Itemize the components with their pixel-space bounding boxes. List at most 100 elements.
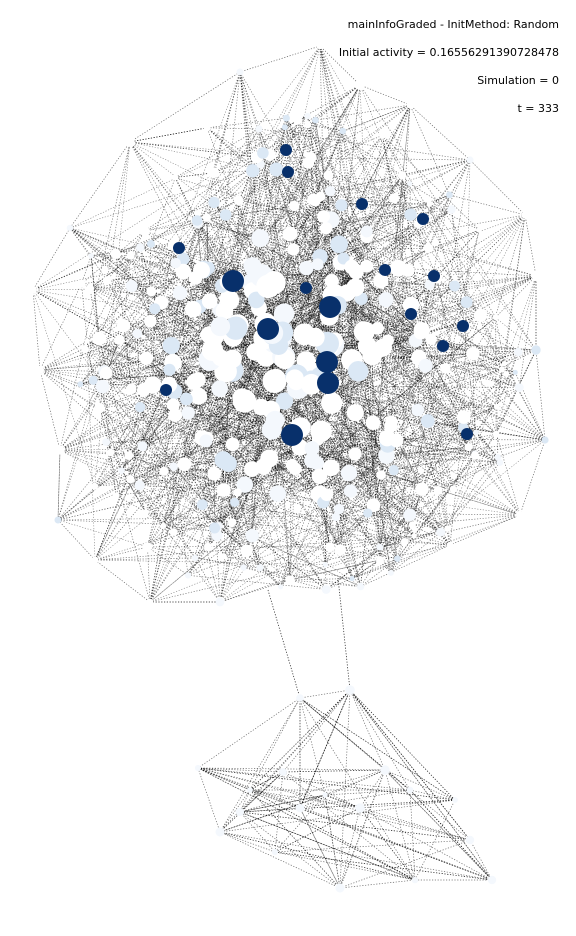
active-node [437, 340, 449, 352]
graph-node [202, 213, 211, 222]
graph-node [355, 803, 365, 813]
graph-node [247, 291, 265, 309]
graph-edge [453, 433, 497, 490]
graph-edge [319, 453, 356, 495]
graph-edge [239, 71, 269, 287]
graph-edge [390, 270, 409, 422]
graph-edge [201, 504, 225, 557]
graph-edge [232, 104, 411, 445]
graph-edge [390, 420, 429, 573]
graph-edge [39, 283, 82, 371]
graph-node [312, 116, 319, 124]
graph-edge [146, 357, 381, 548]
graph-edge [360, 104, 411, 587]
graph-edge [173, 466, 247, 551]
graph-node [102, 438, 111, 447]
graph-node [487, 875, 497, 885]
graph-edge [360, 558, 398, 587]
graph-edge [213, 71, 241, 173]
graph-node [190, 372, 206, 388]
graph-edge [324, 794, 341, 889]
graph-node [440, 363, 451, 374]
graph-edge [239, 811, 416, 881]
graph-edge [110, 358, 233, 453]
graph-edge [315, 104, 411, 121]
graph-edge [421, 277, 438, 331]
graph-edge [175, 406, 497, 416]
graph-edge [219, 154, 270, 603]
graph-edge [183, 258, 416, 341]
graph-edge [310, 157, 395, 471]
graph-edge [144, 222, 198, 232]
graph-edge [289, 474, 382, 581]
graph-edge [69, 227, 272, 410]
graph-edge [349, 689, 471, 841]
graph-edge [179, 292, 234, 338]
graph-edge [140, 247, 230, 301]
graph-edge [59, 372, 107, 451]
graph-node [170, 257, 181, 269]
graph-edge [59, 449, 165, 472]
graph-edge [106, 230, 145, 281]
graph-edge [149, 183, 411, 603]
graph-node [177, 457, 192, 472]
graph-edge [351, 541, 405, 579]
graph-node [233, 488, 242, 497]
graph-edge [197, 767, 284, 773]
graph-edge [445, 315, 481, 369]
graph-edge [59, 449, 361, 587]
graph-node [143, 542, 152, 552]
graph-edge [69, 115, 308, 229]
graph-edge [294, 378, 326, 565]
graph-edge [315, 119, 403, 176]
graph-edge [340, 262, 384, 348]
graph-edge [258, 128, 471, 161]
graph-edge [410, 229, 480, 306]
graph-node [269, 485, 286, 502]
graph-node [406, 786, 414, 794]
graph-edge [140, 247, 184, 260]
graph-edge [197, 767, 416, 881]
graph-edge [227, 284, 358, 298]
graph-edge [345, 175, 403, 261]
graph-node [125, 137, 135, 147]
graph-node [471, 451, 480, 460]
graph-edge [137, 333, 233, 445]
graph-node [181, 406, 195, 420]
graph-edge [116, 495, 209, 547]
graph-edge [256, 156, 309, 164]
graph-edge [179, 292, 225, 312]
graph-edge [86, 255, 132, 342]
graph-node [265, 410, 285, 430]
graph-edge [121, 228, 327, 471]
graph-edge [274, 839, 471, 853]
graph-node [466, 156, 474, 164]
graph-edge [32, 289, 218, 536]
graph-edge [94, 391, 175, 561]
graph-edge [208, 84, 361, 335]
graph-edge [219, 831, 341, 889]
graph-edge [57, 449, 61, 521]
graph-node [404, 208, 417, 221]
graph-node [275, 392, 294, 410]
graph-edge [149, 370, 233, 603]
graph-node [228, 518, 237, 527]
graph-edge [140, 209, 452, 248]
graph-edge [198, 380, 275, 397]
graph-edge [438, 456, 498, 491]
graph-edge [382, 135, 409, 271]
graph-edge [238, 200, 273, 334]
graph-node [310, 420, 332, 443]
graph-edge [69, 227, 228, 298]
graph-edge [100, 336, 316, 409]
graph-edge [259, 567, 281, 588]
graph-edge [303, 334, 454, 490]
graph-node [278, 584, 284, 590]
graph-node [240, 544, 253, 557]
graph-edge [119, 339, 145, 390]
graph-edge [315, 120, 392, 573]
graph-edge [128, 455, 291, 581]
graph-edge [282, 769, 386, 773]
graph-node [452, 797, 458, 803]
graph-node [402, 264, 415, 277]
